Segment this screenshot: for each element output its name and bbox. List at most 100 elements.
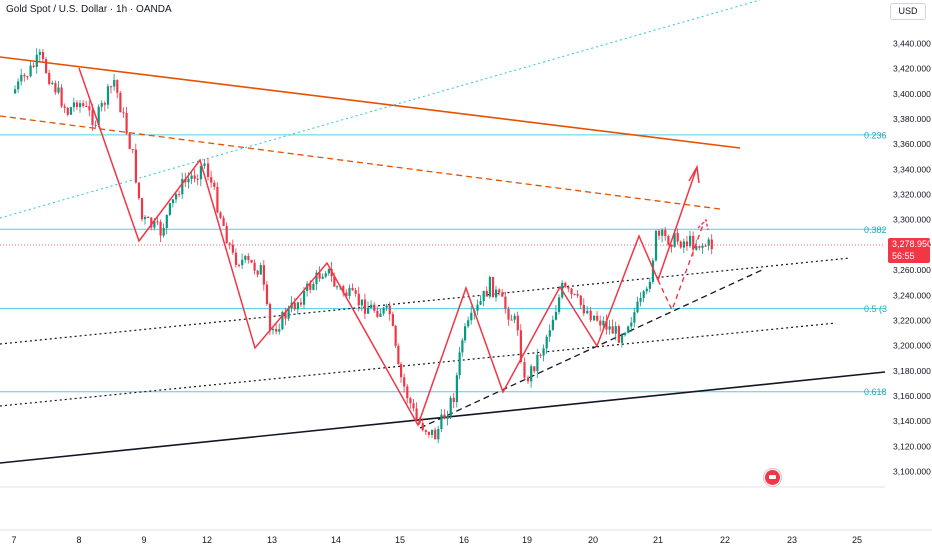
x-tick-label: 9 [141, 535, 146, 545]
candle-body [424, 430, 427, 432]
fib-label: 0.5 (3 [864, 304, 887, 314]
y-tick-label: 3,180.000 [893, 366, 931, 376]
candle-body [464, 326, 467, 341]
candle-body [516, 315, 519, 331]
candle-body [593, 315, 596, 321]
y-tick-label: 3,340.000 [893, 164, 931, 174]
us-flag-icon[interactable] [764, 469, 781, 486]
candle-body [66, 107, 69, 115]
x-tick-label: 23 [787, 535, 797, 545]
candle-body [113, 80, 116, 87]
x-tick-label: 20 [588, 535, 598, 545]
candle-body [175, 194, 178, 200]
candle-body [388, 305, 391, 315]
candle-body [196, 178, 199, 180]
channel-upper-dotted [0, 257, 851, 345]
x-tick-label: 14 [331, 535, 341, 545]
candle-body [210, 177, 213, 183]
candle-body [382, 307, 385, 314]
price-axis[interactable]: 3,100.000 3,120.000 3,140.000 3,160.000 3,18… [893, 39, 931, 477]
candle-body [427, 431, 431, 435]
candle-body [648, 281, 651, 289]
candle-body [527, 377, 530, 382]
candle-body [144, 217, 147, 220]
resistance-line [0, 56, 741, 149]
candle-body [156, 221, 159, 223]
candle-body [222, 217, 225, 226]
candle-body [103, 103, 106, 105]
candle-body [35, 54, 38, 67]
candle-body [412, 403, 415, 409]
zigzag-arrowhead [688, 164, 700, 184]
candle-body [586, 310, 589, 314]
candle-body [605, 320, 608, 330]
y-tick-label: 3,100.000 [893, 467, 931, 477]
candle-body [303, 290, 306, 305]
candle-body [272, 328, 275, 331]
candle-body [162, 227, 165, 236]
candle-body [354, 290, 357, 294]
currency-button[interactable]: USD [890, 3, 926, 20]
y-tick-label: 3,200.000 [893, 341, 931, 351]
candle-body [363, 299, 367, 314]
candle-body [342, 286, 345, 293]
candle-body [165, 214, 168, 228]
candle-body [452, 397, 455, 402]
candle-body [315, 272, 318, 284]
candle-body [351, 287, 354, 291]
candle-body [140, 198, 144, 220]
candle-body [642, 291, 645, 298]
candle-body [667, 236, 670, 245]
candle-body [682, 241, 685, 248]
candle-body [467, 320, 470, 327]
candle-body [437, 428, 440, 440]
candle-body [582, 305, 585, 314]
candle-body [309, 283, 312, 290]
y-tick-label: 3,400.000 [893, 89, 931, 99]
y-tick-label: 3,140.000 [893, 416, 931, 426]
candle-body [611, 326, 614, 334]
candle-body [589, 310, 592, 321]
candle-body [576, 294, 579, 296]
y-tick-label: 3,320.000 [893, 190, 931, 200]
fib-label: 0.236 [864, 130, 887, 140]
candle-body [498, 289, 501, 293]
candle-body [620, 335, 624, 343]
candle-body [523, 362, 526, 378]
y-tick-label: 3,360.000 [893, 139, 931, 149]
candle-body [32, 65, 35, 67]
candle-body [376, 310, 379, 317]
candle-body [26, 76, 29, 78]
candle-body [345, 292, 348, 297]
candle-body [333, 276, 336, 287]
candle-body [234, 252, 238, 265]
candle-body [573, 294, 576, 296]
candle-body [545, 336, 548, 349]
candle-body [57, 87, 60, 93]
candle-body [542, 348, 545, 356]
candle-body [75, 102, 79, 107]
last-price-value: 3,278.950 [892, 239, 932, 249]
candle-body [79, 103, 82, 107]
candle-body [530, 366, 533, 382]
candle-body [45, 59, 48, 73]
candle-body [60, 87, 63, 107]
candle-body [461, 340, 464, 353]
candle-body [704, 245, 707, 247]
candle-body [446, 416, 449, 419]
candle-body [458, 352, 461, 376]
x-tick-label: 19 [522, 535, 532, 545]
candle-body [91, 110, 94, 125]
candle-body [479, 301, 482, 305]
time-axis[interactable]: 7 8 9 12 13 14 15 16 19 20 21 22 23 25 [11, 535, 862, 545]
symbol-title: Gold Spot / U.S. Dollar · 1h · OANDA [6, 4, 172, 15]
forecast-arrowhead [697, 218, 709, 231]
x-tick-label: 8 [76, 535, 81, 545]
candle-body [244, 255, 247, 260]
candle-body [106, 86, 110, 105]
candle-body [213, 182, 216, 187]
teal-dotted-trendline [0, 0, 761, 219]
candle-body [207, 163, 210, 178]
